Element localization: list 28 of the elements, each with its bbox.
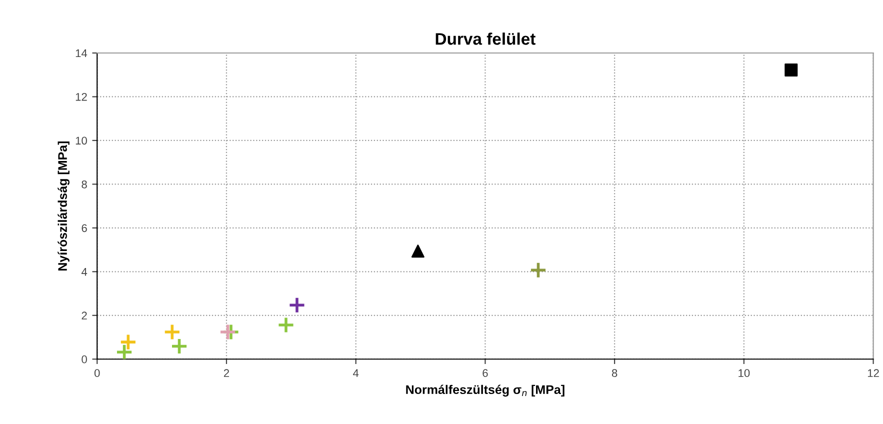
point	[219, 323, 236, 341]
point	[288, 296, 306, 314]
y-tick-label: 10	[76, 136, 87, 145]
y-axis-title: Nyírószilárdság [MPa]	[58, 141, 70, 271]
x-tick-label: 10	[738, 369, 750, 378]
point	[277, 316, 295, 334]
point	[784, 64, 798, 77]
x-tick-label: 12	[868, 369, 879, 377]
x-tick-label: 4	[353, 369, 359, 377]
y-tick-label: 0	[82, 355, 87, 364]
chart-title: Durva felület	[436, 32, 536, 45]
x-tick-label: 8	[612, 369, 618, 378]
x-tick-label: 2	[224, 369, 230, 377]
point	[170, 338, 188, 355]
y-tick-label: 6	[82, 224, 87, 232]
x-tick-label: 6	[482, 369, 488, 378]
point	[411, 244, 424, 258]
point	[163, 323, 181, 341]
y-tick-label: 2	[82, 312, 87, 320]
point	[530, 261, 547, 279]
x-axis-title: Normálfeszültség σ$_{n}$ [MPa]	[406, 384, 564, 397]
point	[116, 343, 133, 360]
y-tick-label: 4	[81, 268, 88, 276]
y-tick-label: 12	[76, 93, 87, 101]
point	[120, 333, 137, 351]
x-tick-label: 0	[94, 369, 100, 378]
y-tick-label: 8	[82, 180, 87, 188]
y-tick-label: 14	[76, 49, 88, 58]
